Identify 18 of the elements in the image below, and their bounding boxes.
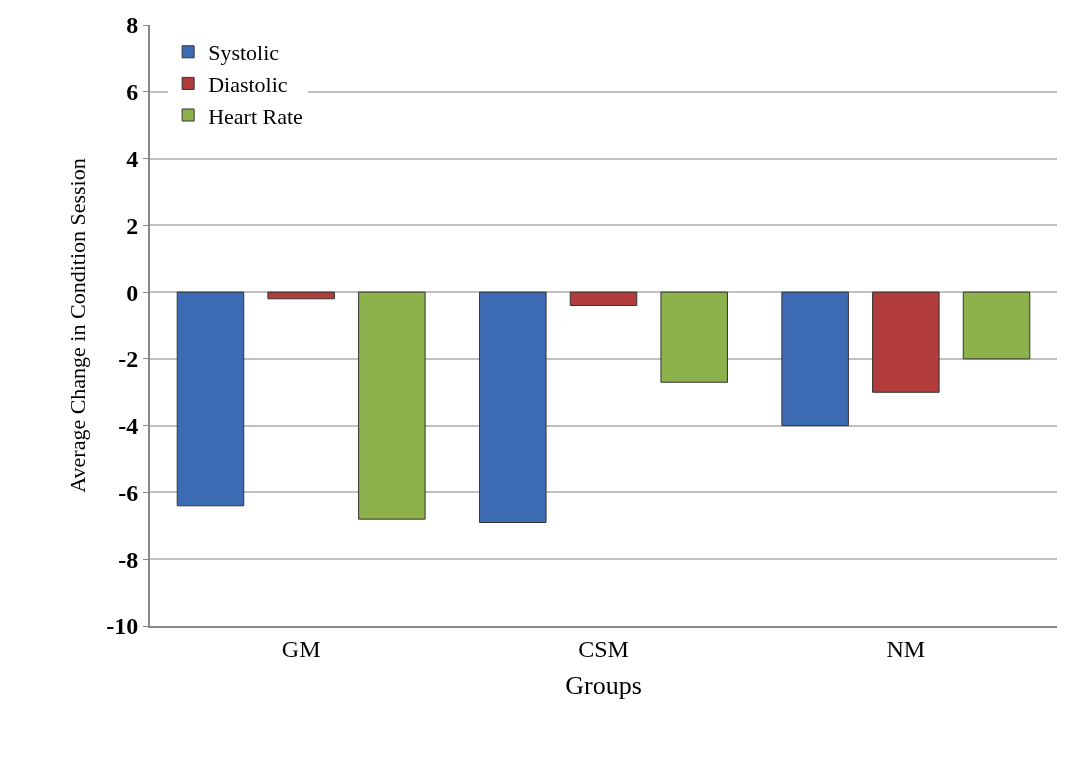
y-tick-label: -2 <box>118 346 139 373</box>
legend-label: Systolic <box>208 40 280 66</box>
y-tick-label: -8 <box>118 546 139 573</box>
legend-label: Diastolic <box>208 71 288 97</box>
y-tick-label: 0 <box>126 279 139 306</box>
y-tick-label: 2 <box>126 212 139 239</box>
x-tick-label: NM <box>886 635 926 662</box>
y-tick-label: -10 <box>106 613 139 640</box>
y-axis-title: Average Change in Condition Session <box>64 158 90 493</box>
y-tick-label: -6 <box>118 479 139 506</box>
x-tick-label: GM <box>281 635 321 662</box>
y-tick-label: 8 <box>126 12 139 39</box>
y-tick-label: 6 <box>126 79 139 106</box>
y-tick-label: 4 <box>126 145 139 172</box>
x-axis-title: Groups <box>565 671 642 700</box>
x-tick-label: CSM <box>578 635 629 662</box>
legend-label: Heart Rate <box>208 103 303 129</box>
y-tick-label: -4 <box>118 413 139 440</box>
